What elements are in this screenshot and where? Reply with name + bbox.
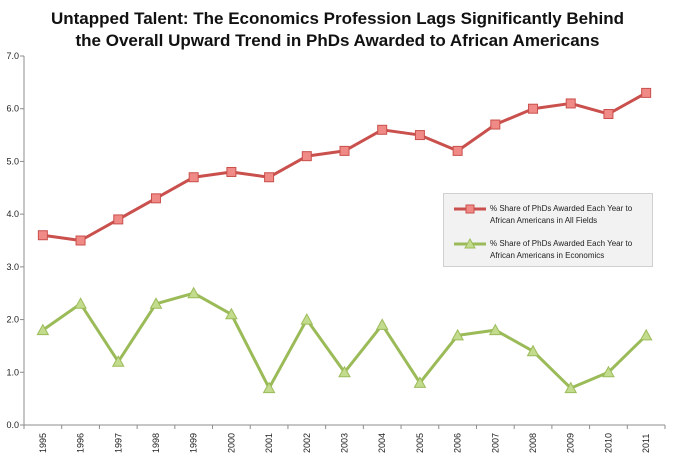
y-tick-label: 7.0	[6, 51, 19, 61]
data-point-all-fields	[264, 172, 275, 183]
x-tick-label: 2003	[340, 433, 350, 453]
legend-item-economics: % Share of PhDs Awarded Each Year to Afr…	[448, 238, 652, 268]
legend-label-economics: % Share of PhDs Awarded Each Year to Afr…	[490, 239, 633, 260]
x-tick-label: 2004	[377, 433, 387, 453]
data-point-economics	[602, 365, 615, 378]
x-tick-label: 2011	[641, 434, 651, 453]
x-tick-label: 2009	[566, 433, 576, 453]
legend-item-all-fields: % Share of PhDs Awarded Each Year to Afr…	[448, 203, 652, 233]
data-point-economics	[187, 286, 201, 299]
data-point-economics	[300, 313, 314, 325]
data-point-economics	[225, 307, 238, 320]
y-tick-label: 2.0	[6, 315, 19, 325]
chart-title-line-1: Untapped Talent: The Economics Professio…	[50, 9, 625, 28]
data-point-economics	[111, 355, 125, 367]
data-point-economics	[564, 381, 578, 394]
legend-label-all-fields: % Share of PhDs Awarded Each Year to Afr…	[490, 204, 633, 225]
data-point-all-fields	[113, 214, 124, 225]
y-tick-label: 6.0	[6, 104, 19, 114]
data-point-all-fields	[641, 87, 652, 98]
data-point-all-fields	[301, 151, 312, 162]
data-point-economics	[639, 328, 653, 341]
x-tick-label: 2005	[415, 433, 425, 453]
data-point-all-fields	[565, 98, 576, 109]
data-point-economics	[451, 328, 464, 341]
data-point-all-fields	[452, 145, 463, 156]
y-tick-label: 5.0	[6, 156, 19, 166]
x-tick-label: 2006	[453, 433, 463, 453]
legend-swatch-economics	[454, 238, 486, 249]
data-point-economics	[375, 318, 389, 330]
data-point-all-fields	[37, 230, 48, 241]
data-point-economics	[149, 297, 163, 309]
x-tick-label: 1998	[151, 433, 161, 453]
y-tick-label: 0.0	[6, 420, 19, 430]
data-point-all-fields	[75, 235, 86, 246]
x-tick-label: 2002	[302, 433, 312, 453]
data-point-all-fields	[377, 124, 388, 135]
x-tick-label: 2001	[264, 433, 274, 453]
y-tick-label: 4.0	[6, 209, 19, 219]
data-point-economics	[262, 381, 276, 394]
data-point-economics	[413, 376, 427, 388]
x-tick-label: 2010	[603, 433, 613, 453]
x-tick-label: 1997	[113, 433, 123, 453]
data-point-all-fields	[414, 130, 425, 141]
y-tick-label: 3.0	[6, 262, 19, 272]
x-tick-label: 2008	[528, 433, 538, 453]
data-point-economics	[338, 365, 351, 378]
y-tick-label: 1.0	[6, 367, 19, 377]
x-tick-label: 2000	[226, 433, 236, 453]
data-point-all-fields	[603, 108, 614, 119]
data-point-all-fields	[188, 172, 199, 183]
data-point-economics	[526, 344, 540, 357]
x-tick-label: 1999	[189, 433, 199, 453]
data-point-economics	[488, 323, 502, 336]
x-tick-label: 1995	[38, 433, 48, 453]
legend-swatch-all-fields	[454, 204, 486, 214]
chart-title: Untapped Talent: The Economics Professio…	[0, 8, 675, 52]
data-point-all-fields	[528, 103, 539, 114]
x-tick-label: 1996	[76, 433, 86, 453]
data-point-all-fields	[490, 119, 501, 130]
x-tick-label: 2007	[490, 433, 500, 453]
chart-title-line-2: the Overall Upward Trend in PhDs Awarded…	[75, 31, 600, 50]
data-point-economics	[74, 297, 87, 309]
legend: % Share of PhDs Awarded Each Year to Afr…	[443, 193, 653, 267]
data-point-all-fields	[339, 145, 350, 156]
data-point-all-fields	[226, 166, 237, 177]
data-point-economics	[36, 323, 50, 336]
data-point-all-fields	[150, 193, 161, 204]
